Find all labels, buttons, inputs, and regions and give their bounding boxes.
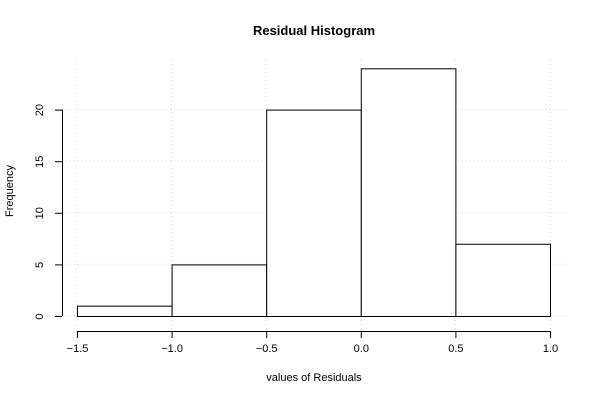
x-tick-label: −1.0 [161, 343, 183, 355]
histogram-bar [171, 264, 268, 317]
y-tick-label: 15 [34, 156, 46, 168]
y-tick-label: 20 [34, 104, 46, 116]
y-tick-label: 5 [34, 262, 46, 268]
histogram-bar [266, 109, 362, 317]
histogram-bar [360, 68, 457, 317]
y-tick-label: 10 [34, 207, 46, 219]
histogram-bar [77, 305, 173, 317]
x-tick-label: −0.5 [256, 343, 278, 355]
x-axis-label: values of Residuals [266, 372, 362, 384]
y-axis: 0 5 10 15 20 [34, 104, 63, 320]
histogram-bars [77, 68, 551, 317]
histogram-bar [455, 243, 551, 317]
y-tick-label: 0 [34, 313, 46, 319]
x-tick-label: −1.5 [67, 343, 89, 355]
x-tick-label: 0.0 [354, 343, 369, 355]
x-tick-label: 0.5 [448, 343, 463, 355]
y-axis-label: Frequency [4, 165, 16, 217]
chart-title: Residual Histogram [253, 23, 375, 38]
x-tick-label: 1.0 [543, 343, 558, 355]
x-axis: −1.5 −1.0 −0.5 0.0 0.5 1.0 [67, 331, 558, 355]
